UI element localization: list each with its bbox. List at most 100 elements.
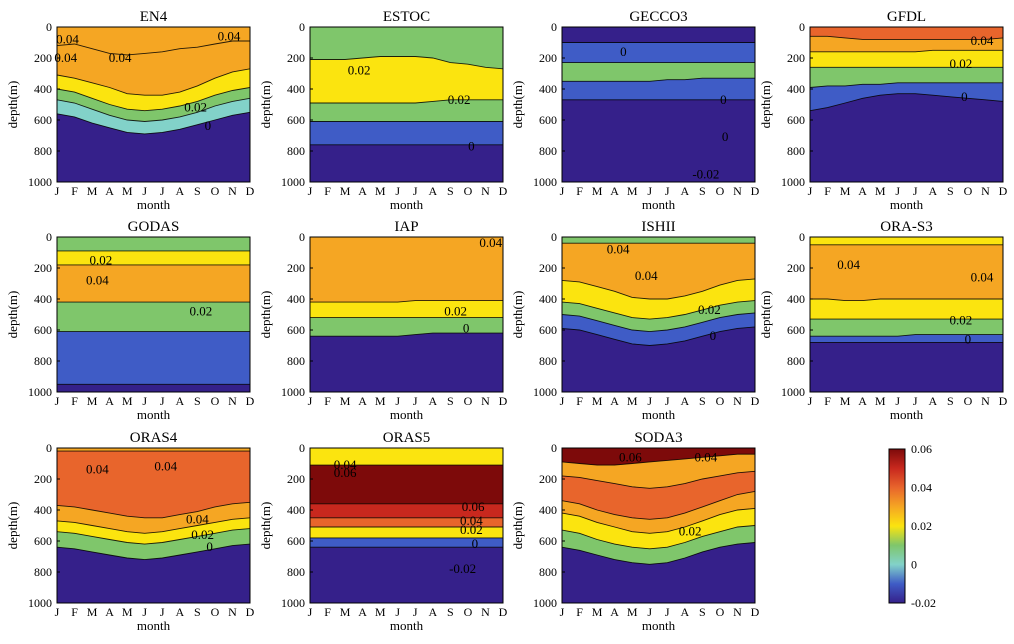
y-tick-label: 1000 bbox=[533, 385, 557, 399]
y-tick-label: 400 bbox=[539, 82, 557, 96]
contour-label: 0 bbox=[620, 44, 627, 59]
band bbox=[562, 312, 755, 346]
y-tick-label: 400 bbox=[34, 82, 52, 96]
panel-title: ORAS5 bbox=[383, 430, 431, 446]
y-tick-label: 0 bbox=[46, 230, 52, 244]
x-tick-label: M bbox=[592, 184, 603, 198]
x-tick-label: N bbox=[733, 394, 742, 408]
band bbox=[810, 50, 1003, 68]
x-tick-label: A bbox=[175, 394, 184, 408]
y-tick-label: 800 bbox=[287, 354, 305, 368]
colorbar: 0.06 0.04 0.02 0 -0.02 bbox=[888, 442, 936, 610]
y-tick-label: 400 bbox=[287, 292, 305, 306]
contour-fill bbox=[310, 448, 503, 603]
x-tick-label: A bbox=[680, 184, 689, 198]
y-tick-label: 1000 bbox=[781, 385, 805, 399]
contour-line bbox=[57, 517, 250, 534]
band bbox=[562, 326, 755, 392]
x-tick-label: D bbox=[499, 394, 508, 408]
y-tick-label: 1000 bbox=[28, 385, 52, 399]
x-tick-label: J bbox=[160, 605, 165, 619]
x-tick-label: M bbox=[840, 394, 851, 408]
band bbox=[57, 264, 250, 303]
x-tick-label: J bbox=[808, 184, 813, 198]
x-tick-label: M bbox=[627, 394, 638, 408]
band bbox=[57, 302, 250, 332]
y-axis-label: depth(m) bbox=[5, 291, 20, 339]
x-axis-label: month bbox=[642, 197, 676, 212]
panel-title: ORAS4 bbox=[130, 430, 178, 446]
band bbox=[57, 68, 250, 111]
x-tick-label: J bbox=[308, 184, 313, 198]
y-tick-label: 400 bbox=[34, 292, 52, 306]
x-tick-label: J bbox=[913, 184, 918, 198]
x-tick-label: A bbox=[105, 394, 114, 408]
x-tick-label: J bbox=[560, 184, 565, 198]
y-tick-label: 600 bbox=[539, 113, 557, 127]
band bbox=[562, 99, 755, 182]
panel-godas: 0.02 0.04 0.02 GODAS 0 200 400 600 800 1000 depth(… bbox=[5, 219, 255, 422]
x-tick-label: J bbox=[560, 605, 565, 619]
y-tick-label: 200 bbox=[287, 472, 305, 486]
x-tick-label: M bbox=[875, 184, 886, 198]
x-tick-label: A bbox=[105, 184, 114, 198]
contour-label: 0 bbox=[965, 331, 972, 346]
y-tick-label: 400 bbox=[787, 82, 805, 96]
contour-label: 0.02 bbox=[460, 522, 483, 537]
contour-label: 0.06 bbox=[619, 449, 642, 464]
contour-line bbox=[57, 501, 250, 519]
x-axis-label: month bbox=[137, 407, 171, 422]
y-axis-label: depth(m) bbox=[258, 291, 273, 339]
x-tick-label: F bbox=[324, 394, 331, 408]
x-tick-label: A bbox=[428, 394, 437, 408]
band bbox=[57, 517, 250, 545]
x-tick-label: M bbox=[375, 394, 386, 408]
x-tick-label: M bbox=[592, 605, 603, 619]
band bbox=[310, 300, 503, 318]
band bbox=[310, 317, 503, 337]
contour-line bbox=[810, 82, 1003, 88]
y-tick-label: 200 bbox=[34, 51, 52, 65]
contour-label: 0.04 bbox=[479, 235, 502, 250]
y-tick-label: 400 bbox=[34, 503, 52, 517]
band bbox=[562, 243, 755, 299]
plot-frame bbox=[809, 26, 1004, 183]
x-tick-label: J bbox=[160, 394, 165, 408]
y-tick-label: 1000 bbox=[28, 175, 52, 189]
y-tick-label: 200 bbox=[34, 261, 52, 275]
contour-label: 0.04 bbox=[154, 459, 177, 474]
contour-label: 0.04 bbox=[86, 272, 109, 287]
x-axis-label: month bbox=[390, 407, 424, 422]
y-tick-label: 600 bbox=[287, 113, 305, 127]
x-tick-label: S bbox=[194, 605, 201, 619]
contour-line bbox=[562, 278, 755, 300]
plot-frame bbox=[561, 26, 756, 183]
x-tick-label: D bbox=[999, 394, 1008, 408]
band bbox=[810, 342, 1003, 392]
x-tick-label: J bbox=[647, 605, 652, 619]
y-tick-label: 600 bbox=[539, 534, 557, 548]
x-axis-label: month bbox=[642, 407, 676, 422]
contour-label: 0.02 bbox=[191, 527, 214, 542]
contour-label: 0.02 bbox=[184, 100, 207, 115]
contour-label: 0 bbox=[468, 138, 475, 153]
contour-label: 0.04 bbox=[186, 511, 209, 526]
plot-frame bbox=[309, 236, 504, 393]
contour-label: 0 bbox=[720, 92, 727, 107]
y-tick-label: 200 bbox=[34, 472, 52, 486]
x-tick-label: J bbox=[895, 184, 900, 198]
panel-soda3: 0.06 0.04 0.02 SODA3 0 200 400 600 800 1000 depth(… bbox=[510, 430, 760, 633]
y-tick-label: 400 bbox=[287, 503, 305, 517]
colorbar-tick-label: -0.02 bbox=[911, 596, 936, 610]
contour-label: 0.02 bbox=[448, 92, 471, 107]
colorbar-tick-label: 0.02 bbox=[911, 519, 932, 533]
band bbox=[562, 508, 755, 549]
contour-label: 0.04 bbox=[460, 513, 483, 528]
contour-label: 0 bbox=[710, 328, 717, 343]
y-tick-label: 800 bbox=[287, 565, 305, 579]
band bbox=[310, 547, 503, 603]
contour-label: 0.02 bbox=[444, 303, 467, 318]
band bbox=[310, 517, 503, 527]
x-tick-label: O bbox=[716, 394, 725, 408]
